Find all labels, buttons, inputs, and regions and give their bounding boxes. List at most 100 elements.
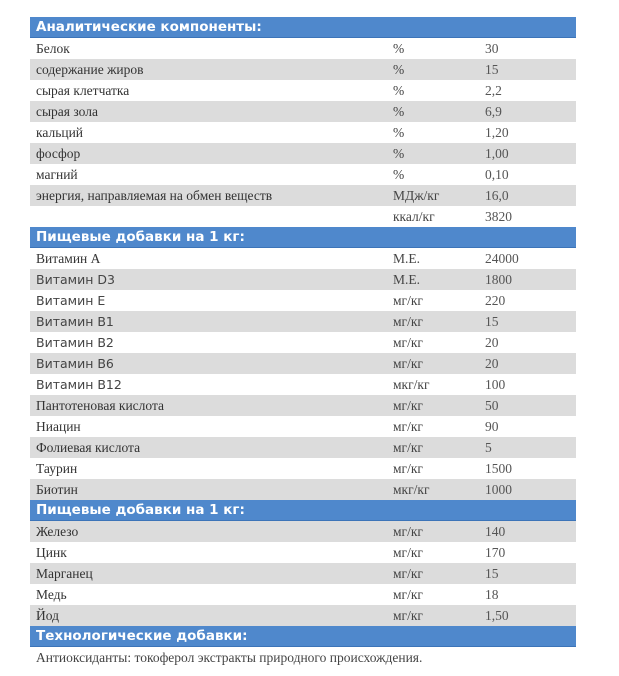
table-row: Витамин В6 мг/кг 20 bbox=[30, 353, 576, 374]
unit-cell: М.Е. bbox=[393, 251, 420, 266]
table-row: Фолиевая кислота мг/кг 5 bbox=[30, 437, 576, 458]
unit-cell: мг/кг bbox=[393, 545, 423, 560]
value-cell: 24000 bbox=[485, 251, 519, 266]
additives-text: Антиоксиданты: токоферол экстракты приро… bbox=[36, 650, 423, 665]
component-name: Цинк bbox=[36, 545, 67, 560]
table-row: Марганец мг/кг 15 bbox=[30, 563, 576, 584]
value-cell: 1,50 bbox=[485, 608, 509, 623]
unit-cell: % bbox=[393, 83, 405, 98]
component-name: Таурин bbox=[36, 461, 78, 476]
component-name: Биотин bbox=[36, 482, 78, 497]
table-row: Железо мг/кг 140 bbox=[30, 521, 576, 542]
section-header: Технологические добавки: bbox=[30, 626, 576, 647]
table-row: сырая зола% 6,9 bbox=[30, 101, 576, 122]
component-name: Ниацин bbox=[36, 419, 81, 434]
component-name: Витамин D3 bbox=[36, 272, 115, 287]
unit-cell: М.Е. bbox=[393, 272, 420, 287]
unit-cell: мг/кг bbox=[393, 440, 423, 455]
table-row: сырая клетчатка% 2,2 bbox=[30, 80, 576, 101]
component-name: Марганец bbox=[36, 566, 93, 581]
value-cell: 1500 bbox=[485, 461, 512, 476]
value-cell: 1,20 bbox=[485, 125, 509, 140]
value-cell: 170 bbox=[485, 545, 506, 560]
unit-cell: мкг/кг bbox=[393, 377, 430, 392]
value-cell: 6,9 bbox=[485, 104, 502, 119]
table-row: Йод мг/кг 1,50 bbox=[30, 605, 576, 626]
component-name: Железо bbox=[36, 524, 79, 539]
component-name: Фолиевая кислота bbox=[36, 440, 141, 455]
component-name: сырая клетчатка bbox=[36, 83, 130, 98]
unit-cell: мг/кг bbox=[393, 293, 423, 308]
component-name: Витамин В2 bbox=[36, 335, 114, 350]
unit-cell: % bbox=[393, 146, 405, 161]
component-name: фосфор bbox=[36, 146, 81, 161]
table-row: магний% 0,10 bbox=[30, 164, 576, 185]
table-row: Витамин Е мг/кг 220 bbox=[30, 290, 576, 311]
component-name: энергия, направляемая на обмен веществ bbox=[36, 188, 273, 203]
value-cell: 100 bbox=[485, 377, 506, 392]
component-name: Витамин В6 bbox=[36, 356, 114, 371]
value-cell: 3820 bbox=[485, 209, 512, 224]
unit-cell: мг/кг bbox=[393, 398, 423, 413]
unit-cell: % bbox=[393, 104, 405, 119]
value-cell: 18 bbox=[485, 587, 499, 602]
table-row: Ниацин мг/кг 90 bbox=[30, 416, 576, 437]
component-name: Витамин В1 bbox=[36, 314, 114, 329]
table-row: Медь мг/кг 18 bbox=[30, 584, 576, 605]
value-cell: 20 bbox=[485, 335, 499, 350]
value-cell: 1000 bbox=[485, 482, 512, 497]
unit-cell: мг/кг bbox=[393, 356, 423, 371]
value-cell: 90 bbox=[485, 419, 499, 434]
table-row: Витамин D3 М.Е. 1800 bbox=[30, 269, 576, 290]
value-cell: 15 bbox=[485, 566, 499, 581]
section-header: Пищевые добавки на 1 кг: bbox=[30, 227, 576, 248]
value-cell: 16,0 bbox=[485, 188, 509, 203]
table-row: Пантотеновая кислота мг/кг 50 bbox=[30, 395, 576, 416]
table-row: Витамин В2 мг/кг 20 bbox=[30, 332, 576, 353]
table-row: Витамин В1 мг/кг 15 bbox=[30, 311, 576, 332]
component-name: Йод bbox=[36, 608, 59, 623]
component-name: Медь bbox=[36, 587, 67, 602]
unit-cell: мг/кг bbox=[393, 461, 423, 476]
unit-cell: мкг/кг bbox=[393, 482, 430, 497]
table-row: Цинк мг/кг 170 bbox=[30, 542, 576, 563]
value-cell: 50 bbox=[485, 398, 499, 413]
unit-cell: мг/кг bbox=[393, 335, 423, 350]
table-row: Белок% 30 bbox=[30, 38, 576, 59]
unit-cell: мг/кг bbox=[393, 419, 423, 434]
component-name: Белок bbox=[36, 41, 70, 56]
value-cell: 0,10 bbox=[485, 167, 509, 182]
value-cell: 5 bbox=[485, 440, 492, 455]
table-row: Витамин А М.Е. 24000 bbox=[30, 248, 576, 269]
unit-cell: мг/кг bbox=[393, 566, 423, 581]
table-row: кальций% 1,20 bbox=[30, 122, 576, 143]
component-name: Витамин А bbox=[36, 251, 101, 266]
value-cell: 2,2 bbox=[485, 83, 502, 98]
table-row: фосфор% 1,00 bbox=[30, 143, 576, 164]
unit-cell: % bbox=[393, 41, 405, 56]
unit-cell: ккал/кг bbox=[393, 209, 435, 224]
unit-cell: мг/кг bbox=[393, 608, 423, 623]
unit-cell: мг/кг bbox=[393, 587, 423, 602]
table-row: энергия, направляемая на обмен веществ МД… bbox=[30, 185, 576, 206]
value-cell: 1,00 bbox=[485, 146, 509, 161]
section-header: Аналитические компоненты: bbox=[30, 17, 576, 38]
component-name: Витамин В12 bbox=[36, 377, 122, 392]
component-name: кальций bbox=[36, 125, 84, 140]
unit-cell: % bbox=[393, 125, 405, 140]
table-row: Таурин мг/кг 1500 bbox=[30, 458, 576, 479]
value-cell: 220 bbox=[485, 293, 506, 308]
value-cell: 1800 bbox=[485, 272, 512, 287]
unit-cell: мг/кг bbox=[393, 524, 423, 539]
value-cell: 30 bbox=[485, 41, 499, 56]
value-cell: 140 bbox=[485, 524, 506, 539]
unit-cell: мг/кг bbox=[393, 314, 423, 329]
unit-cell: МДж/кг bbox=[393, 188, 440, 203]
component-name: Пантотеновая кислота bbox=[36, 398, 165, 413]
component-name: сырая зола bbox=[36, 104, 98, 119]
value-cell: 15 bbox=[485, 62, 499, 77]
unit-cell: % bbox=[393, 167, 405, 182]
component-name: Витамин Е bbox=[36, 293, 106, 308]
component-name: содержание жиров bbox=[36, 62, 144, 77]
table-row: содержание жиров% 15 bbox=[30, 59, 576, 80]
